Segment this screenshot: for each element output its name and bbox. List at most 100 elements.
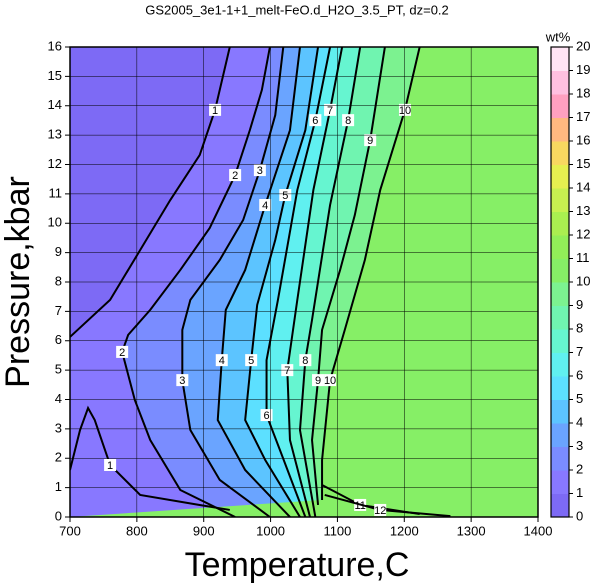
contour-label-group: 1: [104, 459, 117, 472]
contour-label-box: [259, 199, 272, 212]
contour-label-box: [209, 103, 222, 116]
contour-label-group: 8: [342, 114, 355, 127]
contour-label: 5: [282, 190, 288, 202]
y-tick-label: 6: [55, 332, 62, 347]
contour-label: 1: [212, 105, 218, 117]
contour-label: 3: [179, 375, 185, 387]
y-tick-label: 4: [55, 391, 62, 406]
colorbar-segment: [551, 141, 569, 165]
contour-label: 7: [327, 105, 333, 117]
y-tick-label: 15: [48, 68, 62, 83]
colorbar-segment: [551, 399, 569, 424]
contour-label-group: 5: [245, 354, 258, 367]
contour-label-box: [312, 374, 325, 387]
contour-label-group: 5: [279, 189, 292, 202]
contour-label: 10: [399, 105, 411, 117]
contour-line: [121, 47, 271, 517]
colorbar-segment: [551, 117, 569, 142]
contour-label: 2: [232, 170, 238, 182]
colorbar-segment: [551, 164, 569, 189]
colorbar-tick-label: 18: [576, 85, 590, 100]
colorbar-tick-label: 0: [576, 508, 583, 523]
y-tick-label: 2: [55, 450, 62, 465]
x-tick-label: 900: [193, 523, 215, 538]
contour-label-group: 9: [364, 134, 377, 147]
contour-label-box: [279, 189, 292, 202]
colorbar-tick-label: 16: [576, 132, 590, 147]
colorbar-segment: [551, 305, 569, 330]
contour-label-box: [215, 354, 228, 367]
chart-title: GS2005_3e1-1+1_melt-FeO.d_H2O_3.5_PT, dz…: [145, 2, 449, 17]
contour-label: 5: [248, 355, 254, 367]
contour-label-box: [324, 374, 337, 387]
y-tick-label: 16: [48, 38, 62, 53]
colorbar-tick-label: 6: [576, 367, 583, 382]
contour-label-group: 2: [116, 345, 129, 359]
contour-line: [181, 47, 285, 517]
contour-label-box: [299, 354, 312, 367]
contour-label: 10: [324, 375, 336, 387]
colorbar-tick-label: 5: [576, 391, 583, 406]
colorbar-tick-label: 3: [576, 438, 583, 453]
contour-label-box: [364, 134, 377, 147]
colorbar-tick-label: 20: [576, 38, 590, 53]
contour-label-box: [309, 114, 322, 127]
contour-label: 9: [315, 375, 321, 387]
colorbar-segment: [551, 329, 569, 353]
colorbar-segment: [551, 70, 569, 95]
colorbar-segment: [551, 282, 569, 306]
contour-label-box: [176, 374, 189, 387]
contour-label-group: 4: [259, 199, 272, 212]
contour-label-box: [245, 354, 258, 367]
contour-label-group: 6: [260, 409, 273, 422]
colorbar-segment: [551, 376, 569, 400]
colorbar-tick-label: 10: [576, 273, 590, 288]
colorbar-tick-label: 19: [576, 62, 590, 77]
x-tick-label: 700: [59, 523, 81, 538]
y-tick-label: 1: [55, 479, 62, 494]
contour-label-box: [116, 345, 129, 358]
colorbar-tick-label: 13: [576, 203, 590, 218]
x-axis-label: Temperature,C: [185, 546, 410, 584]
contour-label: 8: [302, 355, 308, 367]
y-tick-label: 7: [55, 303, 62, 318]
contour-label-group: 3: [176, 374, 189, 387]
contour-label-group: 10: [399, 103, 411, 117]
x-tick-label: 800: [126, 523, 148, 538]
y-axis-label: Pressure,kbar: [0, 176, 37, 388]
colorbar-tick-label: 2: [576, 461, 583, 476]
contour-label: 4: [262, 200, 268, 212]
x-tick-label: 1200: [390, 523, 419, 538]
contour-line: [311, 47, 386, 506]
colorbar-tick-label: 15: [576, 156, 590, 171]
contour-label: 7: [284, 365, 290, 377]
colorbar-tick-label: 1: [576, 485, 583, 500]
colorbar-segment: [551, 47, 569, 71]
contour-label-group: 2: [229, 169, 242, 182]
contour-label: 2: [119, 347, 125, 359]
contour-label-box: [229, 169, 242, 182]
colorbar-tick-label: 17: [576, 109, 590, 124]
colorbar-segment: [551, 258, 569, 283]
colorbar-segment: [551, 352, 569, 377]
y-tick-label: 3: [55, 420, 62, 435]
contour-label-group: 10: [324, 374, 336, 387]
contour-label-group: 6: [309, 114, 322, 127]
colorbar-segment: [551, 211, 569, 236]
colorbar-tick-label: 8: [576, 320, 583, 335]
contour-label-group: 8: [299, 354, 312, 367]
contour-label: 1: [107, 460, 113, 472]
contour-label: 8: [345, 115, 351, 127]
colorbar-tick-label: 7: [576, 344, 583, 359]
y-tick-label: 0: [55, 508, 62, 523]
y-tick-label: 11: [49, 185, 63, 200]
contour-line: [321, 47, 421, 500]
plot-frame: [69, 46, 539, 518]
contour-label-group: 7: [281, 364, 294, 377]
colorbar-segment: [551, 94, 569, 118]
contour-label: 6: [263, 410, 269, 422]
axes: 700 800 900 1000 1100 1200 1300 140001234567891…: [48, 38, 591, 538]
contour-line: [244, 47, 320, 517]
